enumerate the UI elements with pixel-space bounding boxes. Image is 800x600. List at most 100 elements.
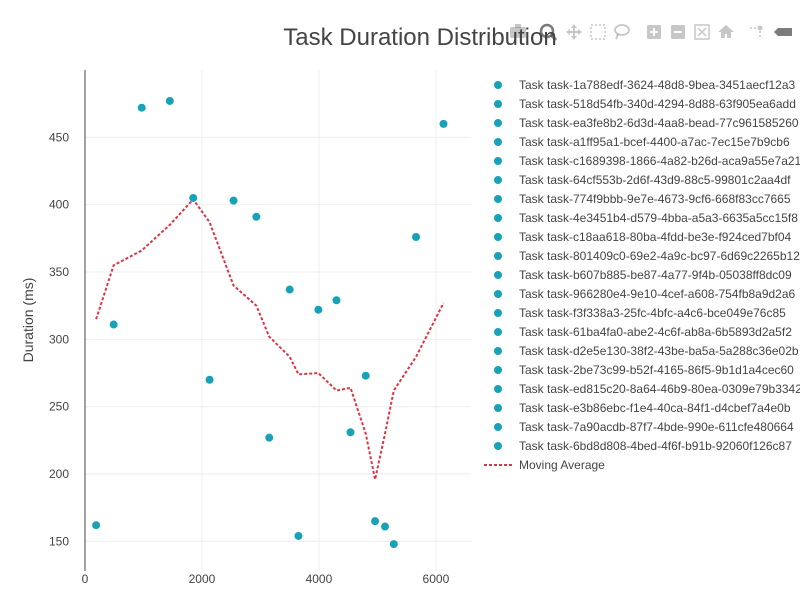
hover-icon[interactable] [774,28,792,36]
camera-icon[interactable] [510,24,526,38]
legend-marker [494,442,502,450]
y-tick-label: 400 [49,198,69,212]
legend-label: Task task-6bd8d808-4bed-4f6f-b91b-92060f… [519,439,792,453]
chart-title: Task Duration Distribution [283,24,556,51]
x-tick-label: 0 [82,572,89,586]
legend-item[interactable]: Task task-61ba4fa0-abe2-4c6f-ab8a-6b5893… [494,325,792,339]
legend-label: Task task-ea3fe8b2-6d3d-4aa8-bead-77c961… [519,116,799,130]
scatter-point[interactable] [205,375,214,384]
legend-marker [494,176,502,184]
scatter-point[interactable] [361,371,370,380]
autoscale-icon[interactable] [694,24,710,40]
pan-icon[interactable] [566,24,582,40]
box-select-icon[interactable] [590,24,606,40]
legend-marker [494,290,502,298]
legend-item[interactable]: Task task-64cf553b-2d6f-43d9-88c5-99801c… [494,173,791,187]
legend-item[interactable]: Task task-7a90acdb-87f7-4bde-990e-611cfe… [494,420,794,434]
scatter-point[interactable] [412,233,421,241]
y-tick-label: 200 [49,467,69,481]
zoom-icon[interactable] [539,23,558,42]
legend[interactable]: Task task-1a788edf-3624-48d8-9bea-3451ae… [484,78,800,472]
zoom-in-icon[interactable] [647,25,661,39]
points-layer [92,96,448,549]
legend-marker [494,157,502,165]
y-tick-label: 150 [49,534,69,548]
scatter-point[interactable] [189,193,198,202]
legend-label: Task task-2be73c99-b52f-4165-86f5-9b1d1a… [519,363,794,377]
legend-marker [494,252,502,260]
legend-label: Task task-4e3451b4-d579-4bba-a5a3-6635a5… [519,211,798,225]
legend-label: Task task-f3f338a3-25fc-4bfc-a4c6-bce049… [519,306,786,320]
legend-item[interactable]: Task task-f3f338a3-25fc-4bfc-a4c6-bce049… [494,306,786,320]
legend-marker [494,271,502,279]
legend-item[interactable]: Task task-c1689398-1866-4a82-b26d-aca9a5… [494,154,800,168]
x-tick-label: 4000 [306,572,333,586]
scatter-point[interactable] [109,320,118,329]
legend-marker [494,385,502,393]
legend-label: Task task-a1ff95a1-bcef-4400-a7ac-7ec15e… [519,135,790,149]
scatter-point[interactable] [381,522,390,531]
legend-item[interactable]: Task task-c18aa618-80ba-4fdd-be3e-f924ce… [494,230,792,244]
legend-marker [494,81,502,89]
scatter-point[interactable] [439,119,448,128]
legend-item[interactable]: Task task-4e3451b4-d579-4bba-a5a3-6635a5… [494,211,798,225]
legend-label: Task task-ed815c20-8a64-46b9-80ea-0309e7… [519,382,800,396]
scatter-point[interactable] [92,521,101,530]
legend-label: Task task-518d54fb-340d-4294-8d88-63f905… [519,97,796,111]
legend-label: Task task-7a90acdb-87f7-4bde-990e-611cfe… [519,420,794,434]
legend-item-moving-average[interactable]: Moving Average [484,458,605,472]
legend-label: Task task-d2e5e130-38f2-43be-ba5a-5a288c… [519,344,799,358]
legend-label: Task task-c1689398-1866-4a82-b26d-aca9a5… [519,154,800,168]
grid-layer [85,70,471,571]
legend-item[interactable]: Task task-ed815c20-8a64-46b9-80ea-0309e7… [494,382,800,396]
scatter-point[interactable] [346,428,355,437]
legend-item[interactable]: Task task-2be73c99-b52f-4165-86f5-9b1d1a… [494,363,794,377]
zoom-out-icon[interactable] [671,25,685,39]
legend-item[interactable]: Task task-ea3fe8b2-6d3d-4aa8-bead-77c961… [494,116,799,130]
scatter-point[interactable] [229,196,238,205]
scatter-point[interactable] [371,517,380,526]
y-tick-label: 250 [49,400,69,414]
scatter-point[interactable] [265,433,274,442]
legend-marker [494,328,502,336]
scatter-point[interactable] [314,305,323,314]
legend-label: Task task-64cf553b-2d6f-43d9-88c5-99801c… [519,173,791,187]
scatter-point[interactable] [389,540,398,549]
legend-label: Task task-61ba4fa0-abe2-4c6f-ab8a-6b5893… [519,325,792,339]
legend-item[interactable]: Task task-6bd8d808-4bed-4f6f-b91b-92060f… [494,439,792,453]
legend-item[interactable]: Task task-d2e5e130-38f2-43be-ba5a-5a288c… [494,344,799,358]
spike-lines-icon[interactable] [750,25,763,40]
reset-axes-icon[interactable] [718,25,734,38]
scatter-point[interactable] [294,531,303,540]
legend-item[interactable]: Task task-1a788edf-3624-48d8-9bea-3451ae… [494,78,796,92]
axes-layer: 0 2000 4000 6000 150 200 250 300 350 400 450 [49,70,450,586]
scatter-point[interactable] [285,285,294,294]
legend-item[interactable]: Task task-774f9bbb-9e7e-4673-9cf6-668f83… [494,192,791,206]
legend-item[interactable]: Task task-518d54fb-340d-4294-8d88-63f905… [494,97,796,111]
y-tick-label: 300 [49,332,69,346]
scatter-point[interactable] [332,296,341,305]
legend-marker [494,404,502,412]
legend-item[interactable]: Task task-801409c0-69e2-4a9c-bc97-6d69c2… [494,249,800,263]
legend-label: Task task-e3b86ebc-f1e4-40ca-84f1-d4cbef… [519,401,791,415]
legend-item[interactable]: Task task-b607b885-be87-4a77-9f4b-05038f… [494,268,792,282]
legend-marker [494,233,502,241]
scatter-point[interactable] [252,212,261,221]
legend-marker [494,138,502,146]
y-tick-label: 450 [49,130,69,144]
legend-item[interactable]: Task task-966280e4-9e10-4cef-a608-754fb8… [494,287,796,301]
legend-marker [494,423,502,431]
scatter-point[interactable] [137,103,146,112]
legend-marker [494,347,502,355]
legend-marker [494,119,502,127]
lasso-icon[interactable] [614,24,630,40]
legend-marker [494,195,502,203]
legend-label: Moving Average [519,458,605,472]
legend-item[interactable]: Task task-e3b86ebc-f1e4-40ca-84f1-d4cbef… [494,401,791,415]
scatter-point[interactable] [165,96,174,105]
legend-item[interactable]: Task task-a1ff95a1-bcef-4400-a7ac-7ec15e… [494,135,790,149]
y-tick-label: 350 [49,265,69,279]
legend-label: Task task-c18aa618-80ba-4fdd-be3e-f924ce… [519,230,792,244]
